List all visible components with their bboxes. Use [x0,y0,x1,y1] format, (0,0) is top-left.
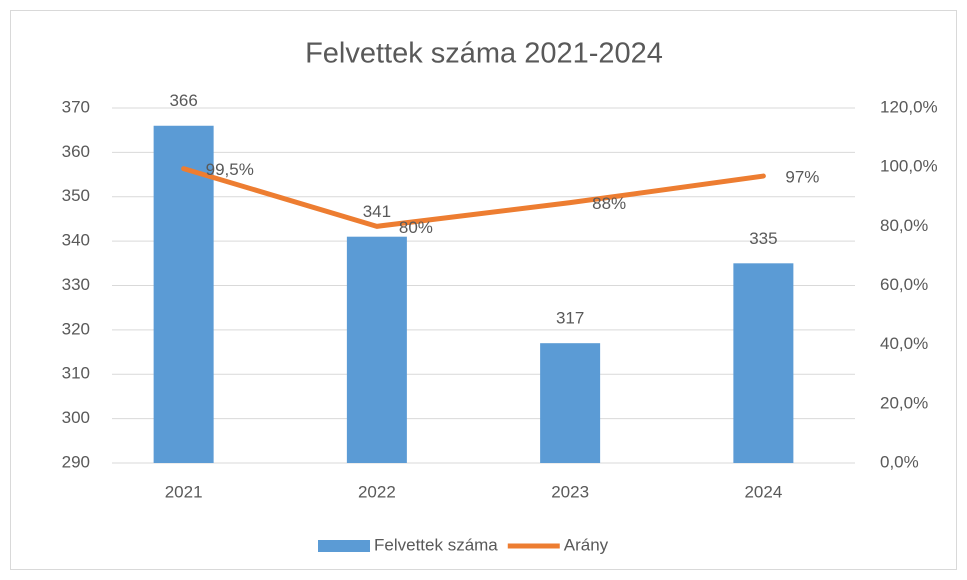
y-tick-label: 370 [62,97,90,116]
legend-label: Felvettek száma [374,535,498,554]
y-tick-label: 300 [62,408,90,427]
legend-label: Arány [564,535,609,554]
line-value-label: 88% [592,194,626,213]
y2-tick-label: 20,0% [880,393,928,412]
y2-tick-label: 80,0% [880,216,928,235]
bar-value-label: 341 [363,202,391,221]
line [181,166,766,229]
y2-tick-label: 60,0% [880,275,928,294]
bar [153,125,214,463]
y-tick-label: 330 [62,275,90,294]
y2-tick-label: 100,0% [880,157,938,176]
y-tick-label: 340 [62,231,90,250]
x-tick-label: 2021 [165,482,203,501]
bar-value-label: 335 [749,229,777,248]
x-tick-label: 2023 [551,482,589,501]
line-value-label: 99,5% [206,160,254,179]
y-tick-label: 310 [62,364,90,383]
chart-title: Felvettek száma 2021-2024 [305,38,663,70]
y2-tick-label: 40,0% [880,334,928,353]
y-tick-label: 350 [62,186,90,205]
y-tick-label: 320 [62,319,90,338]
line-value-label: 80% [399,218,433,237]
y2-tick-label: 120,0% [880,97,938,116]
y-tick-label: 360 [62,142,90,161]
bar-value-label: 317 [556,309,584,328]
bar-value-label: 366 [169,91,197,110]
line-value-label: 97% [785,168,819,187]
bar [540,343,601,463]
bar [733,263,794,463]
bar [346,236,407,463]
y2-tick-label: 0,0% [880,452,919,471]
y-tick-label: 290 [62,452,90,471]
legend-swatch [318,540,370,552]
chart-border [10,10,957,570]
x-tick-label: 2024 [744,482,782,501]
x-tick-label: 2022 [358,482,396,501]
